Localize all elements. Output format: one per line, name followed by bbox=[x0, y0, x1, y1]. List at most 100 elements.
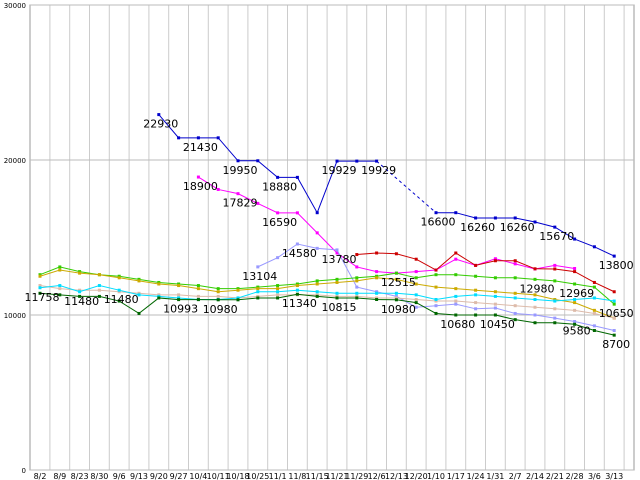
data-point bbox=[315, 282, 319, 286]
x-tick-label: 2/21 bbox=[546, 472, 564, 480]
data-point bbox=[434, 268, 438, 272]
data-point bbox=[355, 279, 359, 283]
data-point bbox=[196, 175, 200, 179]
data-point bbox=[394, 277, 398, 281]
data-point bbox=[315, 290, 319, 294]
data-point bbox=[454, 273, 458, 277]
data-label: 10980 bbox=[381, 303, 416, 316]
data-label: 10450 bbox=[480, 318, 515, 331]
x-tick-label: 2/14 bbox=[526, 472, 544, 480]
x-tick-label: 12/6 bbox=[368, 472, 386, 480]
data-point bbox=[414, 276, 418, 280]
data-point bbox=[236, 296, 240, 300]
data-point bbox=[592, 296, 596, 300]
data-label: 11758 bbox=[25, 291, 60, 304]
data-point bbox=[97, 288, 101, 292]
data-point bbox=[493, 259, 497, 263]
data-point bbox=[137, 311, 141, 315]
data-point bbox=[335, 248, 339, 252]
data-point bbox=[474, 313, 478, 317]
data-point bbox=[474, 274, 478, 278]
data-point bbox=[454, 313, 458, 317]
y-tick-label: 10000 bbox=[4, 312, 26, 320]
data-point bbox=[434, 298, 438, 301]
data-point bbox=[335, 294, 339, 298]
data-point bbox=[474, 216, 478, 220]
data-point bbox=[295, 242, 299, 246]
data-label: 21430 bbox=[183, 141, 218, 154]
data-point bbox=[295, 292, 299, 296]
data-label: 19929 bbox=[361, 164, 396, 177]
data-point bbox=[38, 274, 42, 278]
data-label: 19950 bbox=[223, 164, 258, 177]
data-label: 12980 bbox=[520, 282, 555, 295]
data-point bbox=[394, 291, 398, 295]
data-point bbox=[315, 211, 319, 215]
data-point bbox=[533, 277, 537, 281]
data-point bbox=[196, 298, 200, 302]
data-point bbox=[553, 298, 557, 301]
data-point bbox=[454, 294, 458, 298]
data-point bbox=[256, 294, 260, 298]
series-line bbox=[356, 252, 615, 293]
y-tick-label: 0 bbox=[22, 467, 26, 475]
data-point bbox=[295, 288, 299, 292]
data-point bbox=[157, 296, 161, 300]
data-point bbox=[256, 290, 260, 294]
data-point bbox=[177, 296, 181, 300]
data-point bbox=[493, 313, 497, 317]
data-point bbox=[533, 313, 537, 317]
data-point bbox=[355, 276, 359, 280]
data-point bbox=[355, 159, 359, 163]
data-point bbox=[355, 265, 359, 269]
series-line bbox=[39, 285, 615, 319]
data-point bbox=[612, 302, 616, 306]
data-point bbox=[553, 279, 557, 283]
x-tick-label: 8/23 bbox=[71, 472, 89, 480]
data-point bbox=[513, 259, 517, 263]
data-point bbox=[157, 282, 161, 286]
data-labels: 22930 21430 19950 18880 19929 19929 16600 16260… bbox=[25, 118, 634, 352]
data-point bbox=[256, 287, 260, 291]
data-point bbox=[58, 268, 62, 272]
data-point bbox=[78, 290, 82, 294]
data-point bbox=[612, 333, 616, 337]
data-label: 11480 bbox=[104, 293, 139, 306]
data-point bbox=[216, 187, 220, 191]
data-point bbox=[493, 294, 497, 298]
data-point bbox=[97, 273, 101, 277]
data-point bbox=[58, 293, 62, 297]
data-point bbox=[137, 293, 141, 297]
data-point bbox=[355, 291, 359, 295]
data-point bbox=[573, 267, 577, 270]
data-point bbox=[137, 277, 141, 281]
data-point bbox=[553, 263, 557, 267]
data-label: 19929 bbox=[322, 164, 357, 177]
x-tick-label: 10/11 bbox=[207, 472, 230, 480]
x-tick-label: 12/13 bbox=[385, 472, 408, 480]
x-tick-label: 11/1 bbox=[269, 472, 287, 480]
data-point bbox=[157, 280, 161, 284]
data-point bbox=[573, 320, 577, 324]
x-tick-label: 9/13 bbox=[130, 472, 148, 480]
data-point bbox=[513, 262, 517, 266]
data-point bbox=[375, 159, 379, 163]
data-point bbox=[513, 304, 517, 308]
data-label: 10680 bbox=[440, 318, 475, 331]
series-line bbox=[39, 269, 615, 319]
data-point bbox=[117, 299, 121, 303]
data-point bbox=[592, 308, 596, 312]
data-point bbox=[573, 270, 577, 274]
data-point bbox=[414, 282, 418, 286]
data-point bbox=[493, 276, 497, 280]
x-tick-label: 10/25 bbox=[246, 472, 269, 480]
data-point bbox=[553, 267, 557, 271]
data-point bbox=[553, 321, 557, 325]
data-point bbox=[137, 291, 141, 295]
data-point bbox=[375, 251, 379, 255]
data-label: 13800 bbox=[599, 259, 634, 272]
x-tick-label: 2/7 bbox=[509, 472, 522, 480]
data-point bbox=[256, 201, 260, 205]
x-tick-label: 3/13 bbox=[605, 472, 623, 480]
